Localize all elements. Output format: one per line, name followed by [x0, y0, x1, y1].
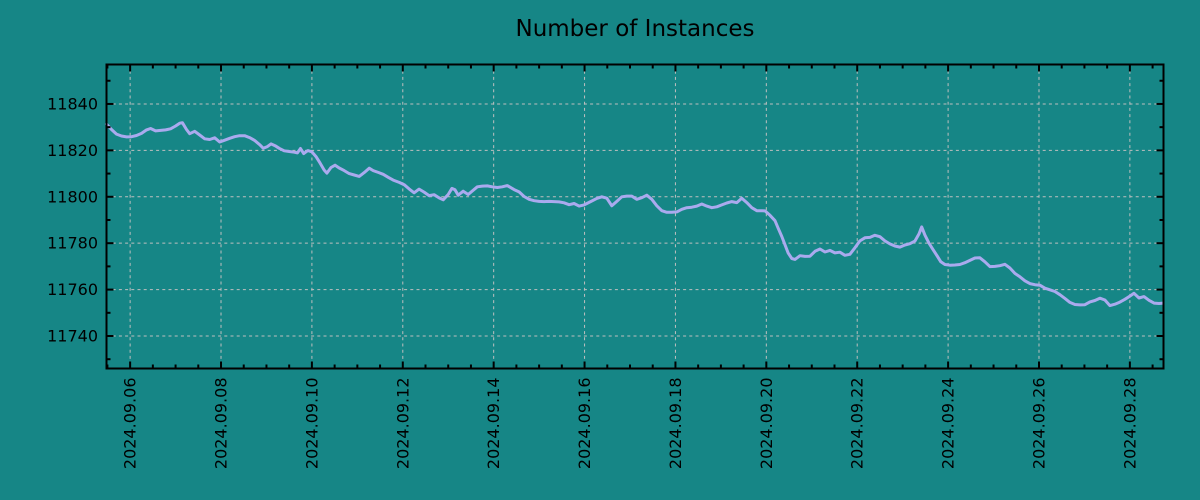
x-tick-label: 2024.09.12	[393, 378, 412, 470]
y-tick-label: 11760	[47, 280, 98, 299]
series-line	[105, 121, 1165, 308]
x-tick-label: 2024.09.10	[302, 378, 321, 470]
x-tick-label: 2024.09.16	[575, 378, 594, 470]
x-tick-label: 2024.09.22	[848, 378, 867, 470]
x-tick-label: 2024.09.14	[484, 378, 503, 470]
y-tick-label: 11840	[47, 94, 98, 113]
x-tick-label: 2024.09.26	[1029, 378, 1048, 470]
y-tick-label: 11800	[47, 187, 98, 206]
plot-border	[105, 63, 1165, 370]
y-tick-label: 11780	[47, 234, 98, 253]
x-tick-label: 2024.09.28	[1120, 378, 1139, 470]
x-tick-label: 2024.09.20	[757, 378, 776, 470]
chart-title: Number of Instances	[515, 16, 755, 42]
x-tick-label: 2024.09.08	[212, 378, 231, 470]
x-tick-label: 2024.09.24	[939, 378, 958, 470]
y-tick-label: 11820	[47, 141, 98, 160]
x-tick-label: 2024.09.06	[121, 378, 140, 470]
x-tick-label: 2024.09.18	[666, 378, 685, 470]
y-tick-label: 11740	[47, 327, 98, 346]
